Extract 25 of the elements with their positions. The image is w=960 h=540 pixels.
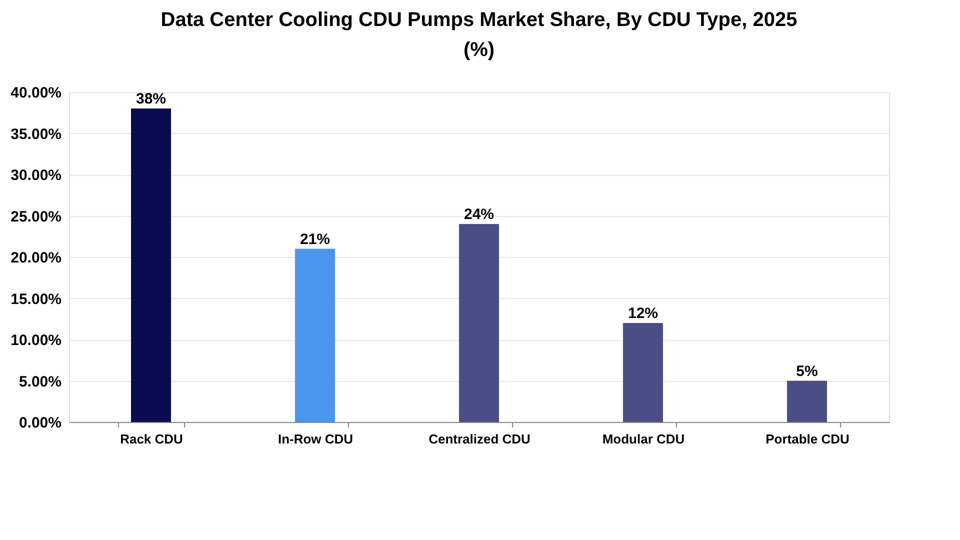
- data-label: 12%: [628, 305, 658, 322]
- y-tick-label: 20.00%: [10, 250, 62, 266]
- bar: [787, 380, 827, 422]
- y-tick-label: 35.00%: [10, 126, 62, 143]
- y-tick-label: 30.00%: [10, 167, 62, 184]
- bar: [131, 108, 171, 422]
- y-tick-label: 25.00%: [10, 208, 62, 226]
- y-tick-label: 15.00%: [10, 290, 62, 308]
- x-tick-label: In-Row CDU: [278, 432, 354, 446]
- bar: [623, 323, 663, 422]
- x-tick-label: Modular CDU: [602, 432, 685, 446]
- data-label: 24%: [464, 206, 494, 223]
- y-tick-label: 5.00%: [18, 373, 62, 390]
- chart-title: Data Center Cooling CDU Pumps Market Share, By CDU Type, 2025 (%): [160, 9, 798, 61]
- y-tick-label: 0.00%: [18, 414, 62, 432]
- data-label: 21%: [300, 230, 330, 248]
- x-tick-label: Rack CDU: [120, 432, 183, 446]
- bar: [295, 248, 335, 422]
- x-tick-label: Centralized CDU: [428, 432, 530, 446]
- x-tick-label: Portable CDU: [766, 432, 850, 446]
- y-tick-label: 40.00%: [10, 84, 62, 102]
- data-label: 5%: [796, 362, 818, 380]
- y-tick-label: 10.00%: [10, 332, 62, 349]
- bar: [459, 224, 499, 422]
- data-label: 38%: [136, 90, 166, 108]
